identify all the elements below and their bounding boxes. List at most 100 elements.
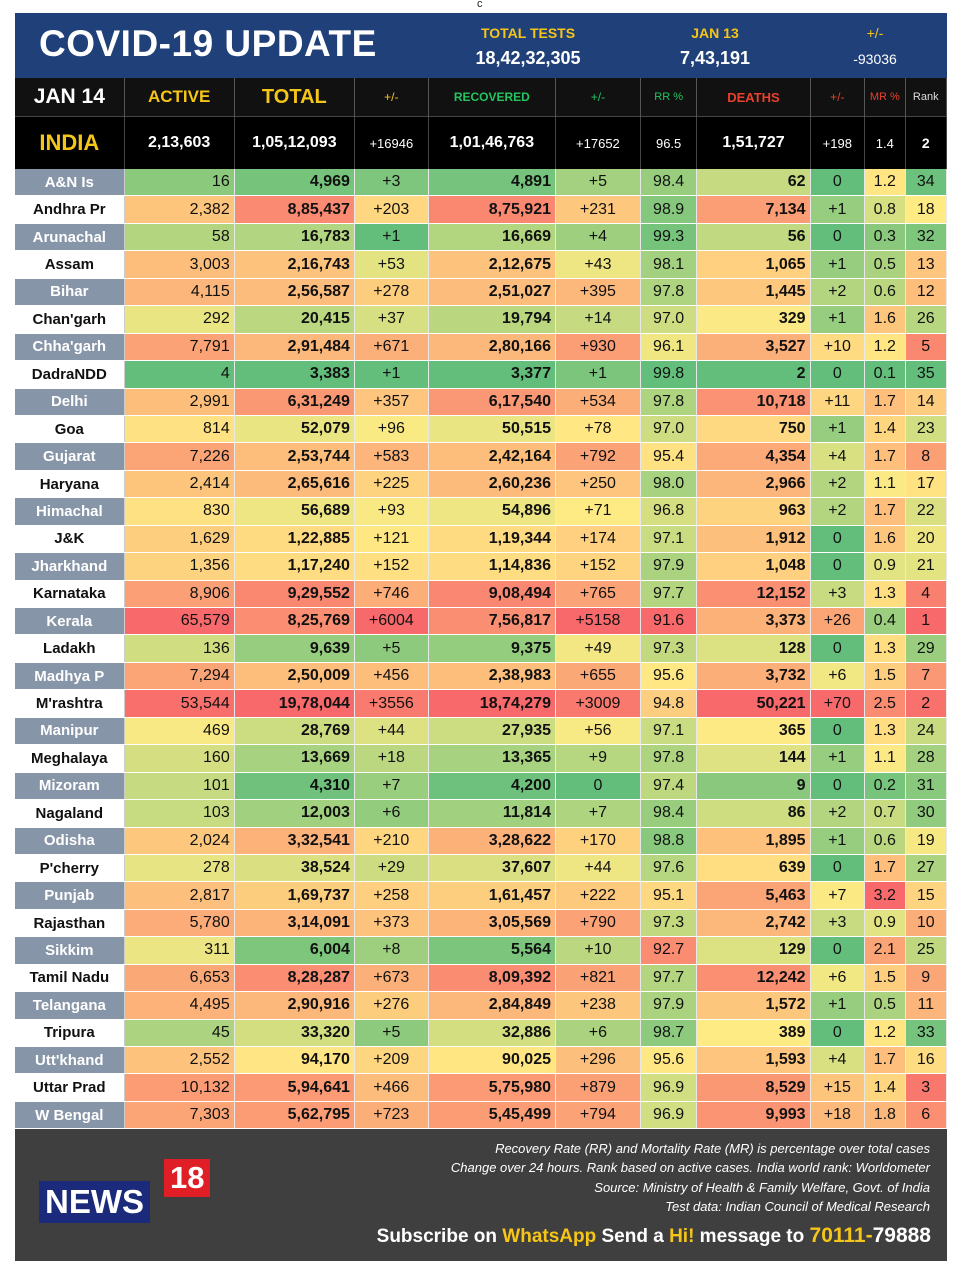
rank-cell: 8 [905,442,947,471]
rank-cell: 5 [905,333,947,362]
mr-cell: 1.3 [864,634,906,663]
deaths-change-cell: +6 [810,662,866,691]
rank-cell: 6 [905,1101,947,1130]
recovered-cell: 90,025 [428,1046,556,1075]
table-row: Manipur 469 28,769 +44 27,935 +56 97.1 365 0 1.3 2… [15,717,947,746]
recovered-cell: 9,375 [428,634,556,663]
india-recovered-change: +17652 [555,116,641,169]
mr-cell: 1.5 [864,662,906,691]
total-cell: 94,170 [234,1046,355,1075]
table-row: Haryana 2,414 2,65,616 +225 2,60,236 +250 98.0… [15,470,947,499]
state-name: Sikkim [15,936,125,965]
recovered-change-cell: +6 [555,1019,641,1048]
rr-cell: 97.8 [640,744,698,773]
deaths-change-cell: 0 [810,854,866,883]
whatsapp-text: WhatsApp [502,1226,597,1248]
recovered-change-cell: +655 [555,662,641,691]
rr-cell: 98.4 [640,799,698,828]
rank-cell: 26 [905,305,947,334]
rank-cell: 11 [905,991,947,1020]
total-change-cell: +1 [354,223,429,252]
mr-cell: 1.2 [864,333,906,362]
total-change-cell: +583 [354,442,429,471]
news18-logo: NEWS 18 [39,1159,219,1224]
rank-cell: 3 [905,1073,947,1102]
mr-cell: 0.1 [864,360,906,389]
active-cell: 5,780 [124,909,235,938]
header-bar: COVID-19 UPDATE TOTAL TESTS 18,42,32,305… [15,13,947,78]
total-change-cell: +152 [354,552,429,581]
table-row: Bihar 4,115 2,56,587 +278 2,51,027 +395 97.8 1,… [15,278,947,307]
total-change-header: +/- [354,78,429,117]
rr-cell: 98.9 [640,195,698,224]
active-cell: 4,115 [124,278,235,307]
daily-tests-block: JAN 13 7,43,191 [655,25,775,69]
recovered-cell: 1,14,836 [428,552,556,581]
deaths-cell: 10,718 [696,388,811,416]
state-name: Nagaland [15,799,125,828]
table-row: Mizoram 101 4,310 +7 4,200 0 97.4 9 0 0.2 31 [15,772,947,801]
deaths-cell: 3,732 [696,662,811,691]
mr-cell: 1.1 [864,744,906,773]
india-recovered: 1,01,46,763 [428,116,556,169]
corner-mark: c [477,0,483,10]
india-label: INDIA [15,116,125,169]
rank-cell: 2 [905,689,947,718]
total-cell: 52,079 [234,415,355,444]
deaths-cell: 9 [696,772,811,801]
logo-word: NEWS [39,1181,150,1224]
rr-cell: 94.8 [640,689,698,718]
recovered-change-cell: +879 [555,1073,641,1102]
recovered-cell: 16,669 [428,223,556,252]
table-row: Jharkhand 1,356 1,17,240 +152 1,14,836 +152 97… [15,552,947,581]
rank-cell: 20 [905,525,947,554]
rr-cell: 99.8 [640,360,698,389]
recovered-cell: 4,200 [428,772,556,801]
recovered-cell: 50,515 [428,415,556,444]
recovered-cell: 2,80,166 [428,333,556,362]
deaths-cell: 1,895 [696,827,811,855]
rank-cell: 22 [905,497,947,526]
mr-cell: 1.7 [864,497,906,526]
total-change-cell: +357 [354,388,429,416]
recovered-cell: 32,886 [428,1019,556,1048]
total-cell: 2,56,587 [234,278,355,307]
recovered-change-cell: +5 [555,169,641,197]
rank-cell: 21 [905,552,947,581]
rank-cell: 31 [905,772,947,801]
total-change-cell: +671 [354,333,429,362]
total-cell: 3,32,541 [234,827,355,855]
rank-cell: 12 [905,278,947,307]
recovered-change-cell: +152 [555,552,641,581]
mr-header: MR % [864,78,906,117]
mr-cell: 1.7 [864,854,906,883]
active-cell: 1,629 [124,525,235,554]
total-cell: 1,22,885 [234,525,355,554]
table-row: A&N Is 16 4,969 +3 4,891 +5 98.4 62 0 1.2 34 [15,169,947,197]
column-header-row: JAN 14 ACTIVE TOTAL +/- RECOVERED +/- RR… [15,78,947,117]
state-name: Andhra Pr [15,195,125,224]
active-cell: 7,294 [124,662,235,691]
rr-cell: 95.6 [640,662,698,691]
total-change-cell: +5 [354,634,429,663]
deaths-cell: 2,966 [696,470,811,499]
recovered-change-cell: +174 [555,525,641,554]
active-cell: 136 [124,634,235,663]
footnote-rates: Recovery Rate (RR) and Mortality Rate (M… [495,1141,930,1157]
mr-cell: 1.8 [864,1101,906,1130]
footnote-change: Change over 24 hours. Rank based on acti… [450,1160,930,1176]
state-name: Bihar [15,278,125,307]
rank-cell: 29 [905,634,947,663]
active-cell: 2,817 [124,881,235,910]
deaths-cell: 8,529 [696,1073,811,1102]
state-name: Tamil Nadu [15,964,125,993]
rank-cell: 24 [905,717,947,746]
rr-cell: 98.7 [640,1019,698,1048]
deaths-change-cell: 0 [810,169,866,197]
india-active: 2,13,603 [124,116,235,169]
mr-cell: 0.9 [864,552,906,581]
active-cell: 2,552 [124,1046,235,1075]
rr-cell: 97.0 [640,305,698,334]
total-cell: 2,91,484 [234,333,355,362]
recovered-cell: 6,17,540 [428,388,556,416]
